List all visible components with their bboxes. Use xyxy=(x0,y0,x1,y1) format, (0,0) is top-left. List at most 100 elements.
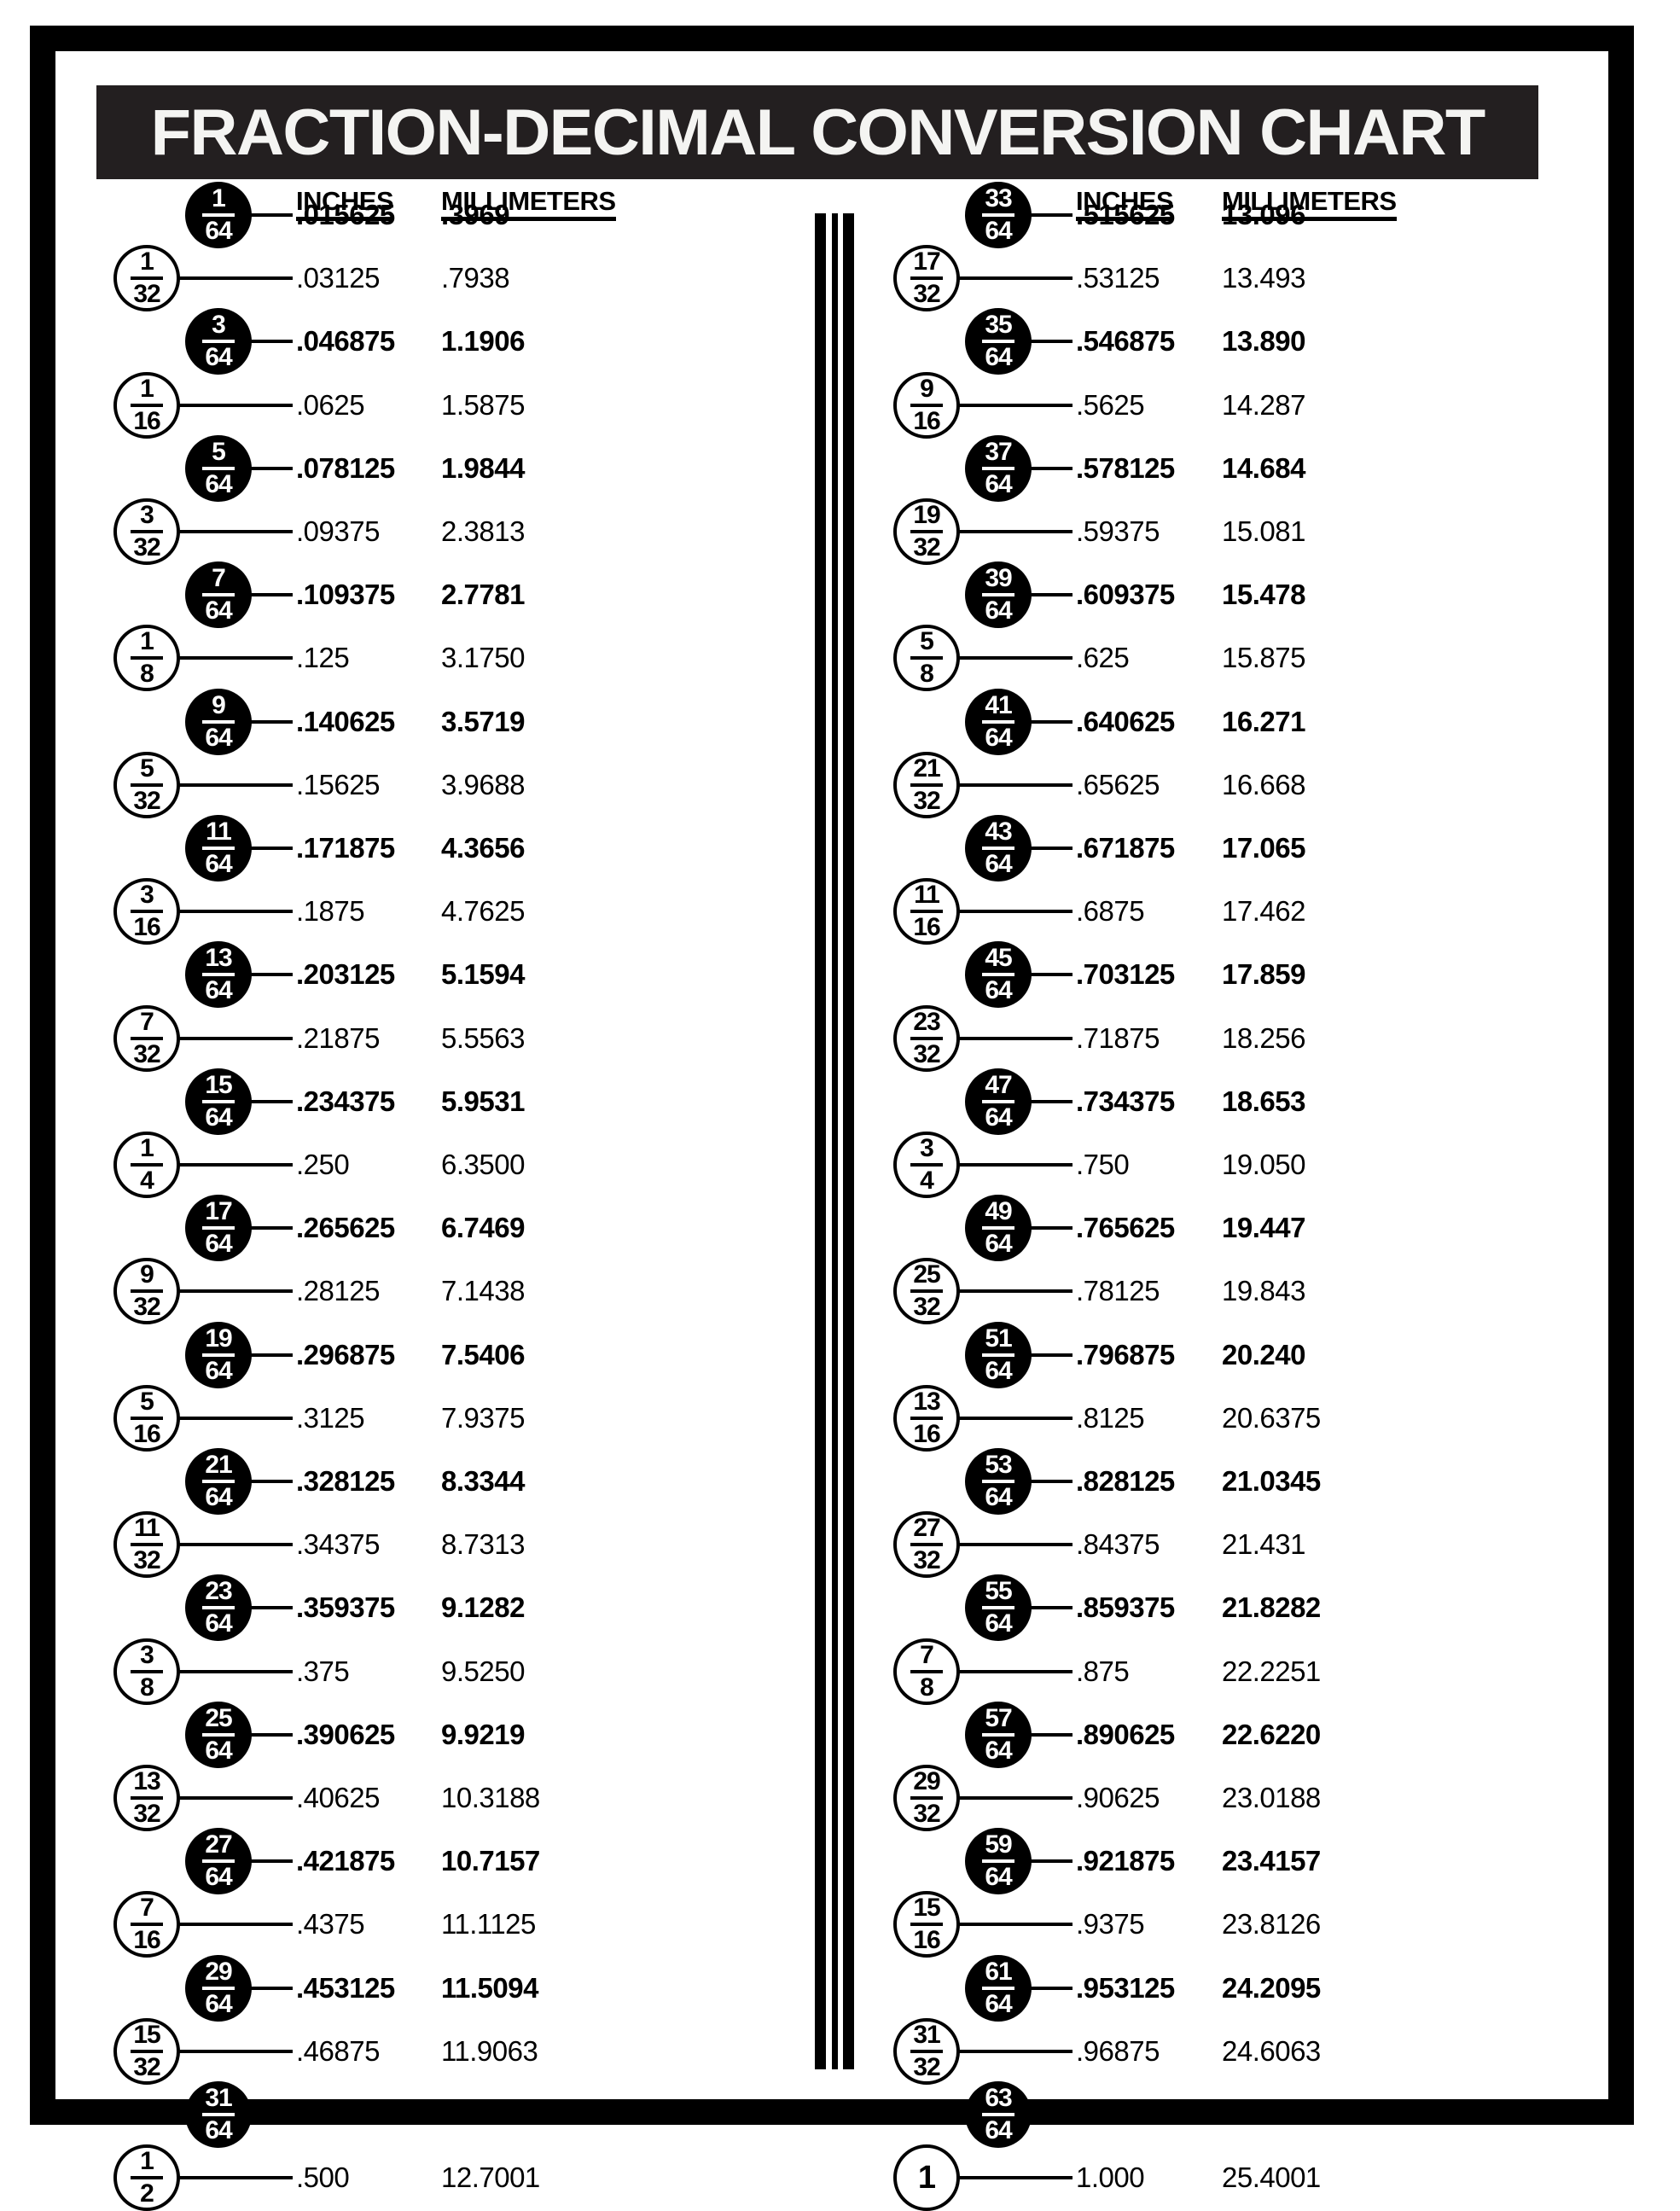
fraction-denominator: 32 xyxy=(133,786,160,815)
inches-value: .453125 xyxy=(296,1971,395,2004)
fraction-numerator: 3 xyxy=(920,1134,934,1162)
millimeters-value: 7.5406 xyxy=(441,1338,525,1370)
leader-line xyxy=(1028,1480,1073,1483)
right-fraction-badge: 53 64 xyxy=(965,1448,1032,1515)
millimeters-value: 9.1282 xyxy=(441,1591,525,1624)
left-fraction-badge: 7 32 xyxy=(113,1004,180,1072)
fraction-denominator: 8 xyxy=(920,1673,934,1702)
leader-line xyxy=(177,783,293,787)
divider-bar-3 xyxy=(843,213,854,2069)
inches-value: .796875 xyxy=(1076,1338,1175,1370)
millimeters-value: 3.5719 xyxy=(441,705,525,737)
fraction-denominator: 32 xyxy=(913,2052,940,2081)
fraction-numerator: 15 xyxy=(913,1894,940,1923)
left-fraction-badge: 11 64 xyxy=(185,815,252,881)
fraction-numerator: 3 xyxy=(140,881,154,910)
millimeters-value: 12.7001 xyxy=(441,2162,540,2194)
inches-value: .984375 xyxy=(1076,2098,1175,2130)
header-inches-right: INCHES xyxy=(1076,188,1174,221)
millimeters-value: 24.6063 xyxy=(1222,2034,1321,2067)
millimeters-value: 13.096 xyxy=(1222,199,1305,230)
fraction-bar xyxy=(202,213,235,217)
millimeters-value: 16.271 xyxy=(1222,705,1305,737)
left-fraction-badge: 7 64 xyxy=(185,561,252,629)
inches-value: .0625 xyxy=(296,388,365,421)
fraction-bar xyxy=(910,1163,943,1167)
fraction-numerator: 25 xyxy=(205,1703,232,1732)
fraction-bar xyxy=(982,719,1014,724)
fraction-numerator: 1 xyxy=(140,1134,154,1162)
inches-value: .65625 xyxy=(1076,768,1160,800)
inches-value: .34375 xyxy=(296,1528,380,1561)
fraction-numerator: 21 xyxy=(913,753,940,783)
inches-value: .859375 xyxy=(1076,1591,1175,1624)
fraction-denominator: 4 xyxy=(140,1167,154,1195)
millimeters-value: 10.7157 xyxy=(441,1845,540,1877)
inches-value: .78125 xyxy=(1076,1275,1160,1307)
fraction-numerator: 21 xyxy=(205,1451,232,1479)
fraction-numerator: 5 xyxy=(140,1387,154,1416)
millimeters-value: 17.462 xyxy=(1222,895,1305,928)
millimeters-value: 1.1906 xyxy=(441,325,525,358)
fraction-numerator: 1 xyxy=(212,184,226,212)
fraction-denominator: 32 xyxy=(913,280,940,309)
fraction-bar xyxy=(910,276,943,281)
inches-value: .203125 xyxy=(296,958,395,991)
inches-value: .40625 xyxy=(296,1782,380,1813)
millimeters-value: 21.0345 xyxy=(1222,1465,1321,1497)
inches-value: .421875 xyxy=(296,1845,395,1877)
fraction-denominator: 64 xyxy=(985,723,1012,752)
fraction-numerator: 9 xyxy=(212,690,226,719)
fraction-bar xyxy=(982,1226,1014,1231)
fraction-numerator: 3 xyxy=(212,311,226,340)
inches-value: .53125 xyxy=(1076,262,1160,294)
fraction-bar xyxy=(131,2176,163,2180)
millimeters-value: 2.7781 xyxy=(441,579,525,611)
millimeters-value: 17.859 xyxy=(1222,958,1305,991)
inches-value: .015625 xyxy=(296,199,395,230)
fraction-denominator: 16 xyxy=(133,1419,160,1448)
right-fraction-badge: 1 xyxy=(893,2144,960,2211)
leader-line xyxy=(177,656,293,660)
left-fraction-badge: 1 16 xyxy=(113,371,180,439)
inches-value: .3125 xyxy=(296,1401,365,1434)
millimeters-value: .3969 xyxy=(441,199,510,230)
fraction-bar xyxy=(910,2049,943,2053)
fraction-denominator: 16 xyxy=(913,1419,940,1448)
fraction-numerator: 13 xyxy=(205,944,232,973)
fraction-bar xyxy=(202,1353,235,1357)
fraction-numerator: 27 xyxy=(913,1514,940,1543)
left-fraction-badge: 19 64 xyxy=(185,1321,252,1388)
fraction-bar xyxy=(910,1543,943,1547)
millimeters-value: 18.256 xyxy=(1222,1021,1305,1054)
fraction-denominator: 64 xyxy=(985,850,1012,878)
right-fraction-badge: 17 32 xyxy=(893,245,960,312)
fraction-numerator: 7 xyxy=(212,564,226,593)
fraction-denominator: 16 xyxy=(133,913,160,942)
leader-line xyxy=(248,1732,293,1737)
fraction-numerator: 17 xyxy=(913,247,940,276)
fraction-numerator: 7 xyxy=(140,1007,154,1036)
fraction-bar xyxy=(202,593,235,597)
leader-line xyxy=(956,1416,1073,1420)
leader-line xyxy=(248,340,293,344)
fraction-denominator: 32 xyxy=(913,786,940,815)
fraction-numerator: 17 xyxy=(205,1197,232,1226)
fraction-denominator: 4 xyxy=(920,1167,934,1195)
fraction-numerator: 9 xyxy=(920,374,934,403)
inches-value: .6875 xyxy=(1076,895,1145,928)
header-millimeters-right: MILLIMETERS xyxy=(1222,188,1397,221)
fraction-bar xyxy=(202,973,235,977)
fraction-denominator: 64 xyxy=(985,1483,1012,1511)
leader-line xyxy=(1028,1732,1073,1737)
left-fraction-badge: 27 64 xyxy=(185,1828,252,1895)
fraction-numerator: 25 xyxy=(913,1260,940,1289)
millimeters-value: 15.478 xyxy=(1222,579,1305,611)
leader-line xyxy=(177,910,293,914)
fraction-denominator: 32 xyxy=(913,1546,940,1575)
leader-line xyxy=(248,593,293,597)
millimeters-value: 11.9063 xyxy=(441,2034,538,2067)
page-title: FRACTION-DECIMAL CONVERSION CHART xyxy=(150,96,1485,169)
